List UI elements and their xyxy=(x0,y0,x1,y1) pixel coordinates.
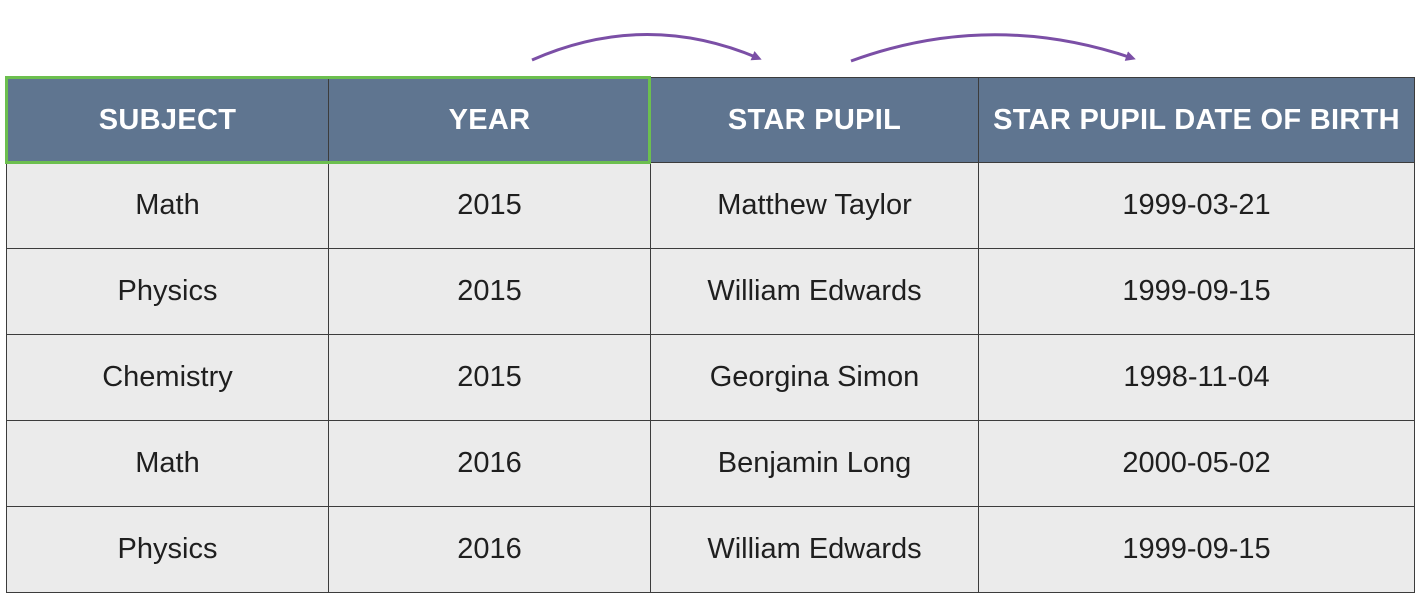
dependency-arrows xyxy=(531,33,1136,63)
cell-subject: Math xyxy=(6,162,329,249)
column-header-subject: SUBJECT xyxy=(6,77,329,163)
cell-subject: Chemistry xyxy=(6,334,329,421)
table-row: Physics 2015 William Edwards 1999-09-15 xyxy=(6,248,1415,335)
cell-year: 2016 xyxy=(328,420,651,507)
cell-star-pupil-dob: 1999-03-21 xyxy=(978,162,1415,249)
table-row: Math 2016 Benjamin Long 2000-05-02 xyxy=(6,420,1415,507)
cell-year: 2016 xyxy=(328,506,651,593)
cell-star-pupil-dob: 2000-05-02 xyxy=(978,420,1415,507)
cell-star-pupil: William Edwards xyxy=(650,506,979,593)
table-row: Chemistry 2015 Georgina Simon 1998-11-04 xyxy=(6,334,1415,421)
cell-subject: Math xyxy=(6,420,329,507)
cell-star-pupil-dob: 1999-09-15 xyxy=(978,506,1415,593)
cell-star-pupil: Benjamin Long xyxy=(650,420,979,507)
star-pupil-table: SUBJECT YEAR STAR PUPIL STAR PUPIL DATE … xyxy=(6,77,1415,593)
cell-star-pupil-dob: 1999-09-15 xyxy=(978,248,1415,335)
cell-star-pupil: Matthew Taylor xyxy=(650,162,979,249)
column-header-year: YEAR xyxy=(328,77,651,163)
cell-star-pupil-dob: 1998-11-04 xyxy=(978,334,1415,421)
cell-subject: Physics xyxy=(6,506,329,593)
table-header-row: SUBJECT YEAR STAR PUPIL STAR PUPIL DATE … xyxy=(6,77,1415,163)
cell-star-pupil: Georgina Simon xyxy=(650,334,979,421)
table-row: Physics 2016 William Edwards 1999-09-15 xyxy=(6,506,1415,593)
dependency-arrow-year-to-star-pupil xyxy=(531,33,762,62)
dependency-arrow-star-pupil-to-dob xyxy=(850,33,1136,63)
cell-subject: Physics xyxy=(6,248,329,335)
cell-year: 2015 xyxy=(328,162,651,249)
cell-year: 2015 xyxy=(328,334,651,421)
table-row: Math 2015 Matthew Taylor 1999-03-21 xyxy=(6,162,1415,249)
column-header-star-pupil: STAR PUPIL xyxy=(650,77,979,163)
cell-star-pupil: William Edwards xyxy=(650,248,979,335)
cell-year: 2015 xyxy=(328,248,651,335)
column-header-star-pupil-dob: STAR PUPIL DATE OF BIRTH xyxy=(978,77,1415,163)
